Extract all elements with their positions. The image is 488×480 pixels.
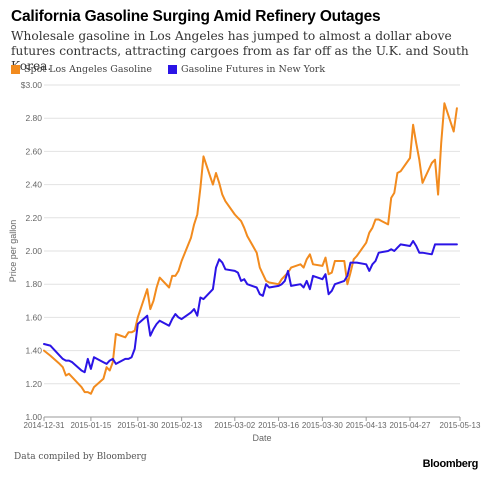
y-tick-label: 1.00	[25, 412, 42, 422]
x-tick-label: 2015-02-13	[161, 421, 202, 430]
y-tick-label: $3.00	[21, 80, 43, 90]
y-tick-label: 1.80	[25, 279, 42, 289]
x-tick-label: 2015-03-30	[302, 421, 343, 430]
x-tick-label: 2015-01-30	[117, 421, 158, 430]
x-tick-label: 2015-04-13	[346, 421, 387, 430]
y-tick-label: 1.40	[25, 346, 42, 356]
x-tick-label: 2015-03-16	[258, 421, 299, 430]
legend-item-futures: Gasoline Futures in New York	[167, 64, 326, 75]
y-axis-ticks: 1.00 1.20 1.40 1.60 1.80 2.00 2.20 2.40 2.60 2.80…	[21, 80, 43, 422]
legend: Spot Los Angeles Gasoline Gasoline Futur…	[11, 64, 325, 75]
legend-swatch-futures	[167, 65, 177, 74]
series-line-futures-ny	[43, 240, 458, 374]
chart-title: California Gasoline Surging Amid Refiner…	[11, 8, 381, 25]
y-tick-label: 2.60	[25, 146, 42, 156]
y-tick-label: 1.20	[25, 379, 42, 389]
x-tick-label: 2015-03-02	[214, 421, 255, 430]
series-lines	[43, 102, 458, 395]
y-axis-label: Price per gallon	[8, 220, 18, 283]
y-tick-label: 2.20	[25, 213, 42, 223]
x-axis-ticks: 2014-12-31 2015-01-15 2015-01-30 2015-02-13…	[24, 417, 481, 430]
legend-swatch-spot	[11, 65, 20, 74]
grid-lines	[44, 84, 460, 418]
y-tick-label: 2.80	[25, 113, 42, 123]
source-note: Data compiled by Bloomberg	[14, 452, 147, 462]
series-line-spot-la	[43, 102, 458, 395]
x-tick-label: 2015-01-15	[70, 421, 111, 430]
y-tick-label: 2.00	[25, 246, 42, 256]
chart-subtitle: Wholesale gasoline in Los Angeles has ju…	[11, 29, 469, 73]
x-tick-label: 2015-05-13	[440, 421, 481, 430]
legend-label-futures: Gasoline Futures in New York	[180, 64, 326, 75]
y-tick-label: 2.40	[25, 180, 42, 190]
y-tick-label: 1.60	[25, 312, 42, 322]
x-tick-label: 2014-12-31	[24, 421, 65, 430]
legend-label-spot: Spot Los Angeles Gasoline	[24, 64, 152, 75]
x-tick-label: 2015-04-27	[389, 421, 430, 430]
bloomberg-logo: Bloomberg	[422, 458, 479, 470]
x-axis-label: Date	[252, 433, 271, 443]
legend-item-spot: Spot Los Angeles Gasoline	[11, 64, 152, 75]
line-chart: 1.00 1.20 1.40 1.60 1.80 2.00 2.20 2.40 2.60 2.80…	[8, 80, 481, 443]
